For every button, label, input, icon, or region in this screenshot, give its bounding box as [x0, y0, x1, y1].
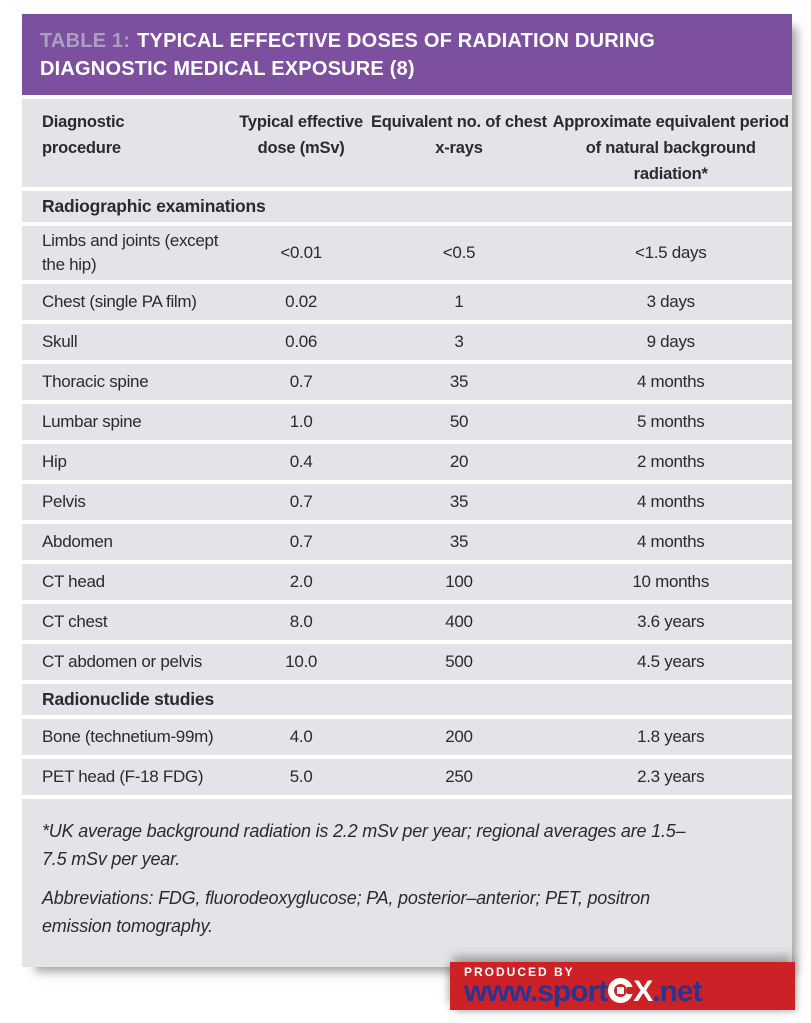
radiation-dose-table: TABLE 1: TYPICAL EFFECTIVE DOSES OF RADIA…: [22, 14, 792, 967]
xrays-cell: 3: [454, 332, 464, 351]
table-title-text: TYPICAL EFFECTIVE DOSES OF RADIATION DUR…: [40, 30, 656, 80]
footnote-background-radiation: *UK average background radiation is 2.2 …: [42, 821, 686, 869]
column-header-xrays: Equivalent no. of chest x-rays: [370, 113, 547, 157]
dose-cell: 0.7: [289, 492, 313, 511]
xrays-cell: 200: [445, 727, 473, 746]
table-row: CT chest 8.0 400 3.6 years: [22, 604, 792, 640]
logo-www-sport: www.sport: [464, 975, 608, 1008]
sportex-e-icon: [608, 978, 636, 1003]
dose-cell: 0.7: [289, 372, 313, 391]
table-row: Bone (technetium-99m) 4.0 200 1.8 years: [22, 719, 792, 755]
sportex-url: www.sport X.net: [464, 976, 795, 1008]
dose-cell: <0.01: [280, 243, 322, 262]
dose-cell: 1.0: [289, 412, 313, 431]
column-header-dose: Typical effective dose (mSv): [239, 113, 364, 157]
table-row: CT abdomen or pelvis 10.0 500 4.5 years: [22, 644, 792, 680]
xrays-cell: 500: [445, 652, 473, 671]
logo-x: X: [633, 975, 653, 1008]
procedure-cell: Bone (technetium-99m): [42, 727, 214, 746]
procedure-cell: CT chest: [42, 612, 108, 631]
column-header-background: Approximate equivalent period of natural…: [552, 113, 789, 183]
xrays-cell: 400: [445, 612, 473, 631]
table-number-label: TABLE 1:: [40, 30, 131, 52]
table-row: Lumbar spine 1.0 50 5 months: [22, 404, 792, 440]
procedure-cell: Hip: [42, 452, 67, 471]
dose-cell: 0.4: [289, 452, 313, 471]
period-cell: 9 days: [646, 332, 696, 351]
logo-net: .net: [652, 975, 702, 1008]
table-row: Skull 0.06 3 9 days: [22, 324, 792, 360]
xrays-cell: 20: [449, 452, 469, 471]
period-cell: 2.3 years: [637, 767, 705, 786]
section-header-radionuclide: Radionuclide studies: [22, 684, 792, 715]
xrays-cell: 35: [449, 372, 469, 391]
table-row: Pelvis 0.7 35 4 months: [22, 484, 792, 520]
column-header-row: Diagnostic procedure Typical effective d…: [22, 99, 792, 187]
column-header-procedure: Diagnostic procedure: [42, 113, 125, 157]
period-cell: 1.8 years: [637, 727, 705, 746]
dose-cell: 0.7: [289, 532, 313, 551]
table-row: Hip 0.4 20 2 months: [22, 444, 792, 480]
table-title: TABLE 1: TYPICAL EFFECTIVE DOSES OF RADIA…: [22, 14, 792, 95]
period-cell: 5 months: [636, 412, 705, 431]
dose-cell: 10.0: [285, 652, 318, 671]
dose-cell: 5.0: [289, 767, 313, 786]
procedure-cell: CT head: [42, 572, 105, 591]
xrays-cell: <0.5: [442, 243, 476, 262]
sportex-logo: PRODUCED BY www.sport X.net: [450, 962, 795, 1010]
xrays-cell: 250: [445, 767, 473, 786]
period-cell: 4 months: [636, 532, 705, 551]
xrays-cell: 35: [449, 492, 469, 511]
dose-cell: 0.06: [285, 332, 318, 351]
period-cell: 3 days: [646, 292, 696, 311]
dose-cell: 4.0: [289, 727, 313, 746]
procedure-cell: Chest (single PA film): [42, 292, 197, 311]
procedure-cell: Thoracic spine: [42, 372, 149, 391]
period-cell: 4 months: [636, 372, 705, 391]
procedure-cell: PET head (F-18 FDG): [42, 767, 204, 786]
procedure-cell: Lumbar spine: [42, 412, 142, 431]
dose-cell: 8.0: [289, 612, 313, 631]
period-cell: 4.5 years: [637, 652, 705, 671]
xrays-cell: 35: [449, 532, 469, 551]
table-row: Thoracic spine 0.7 35 4 months: [22, 364, 792, 400]
xrays-cell: 100: [445, 572, 473, 591]
period-cell: <1.5 days: [634, 243, 707, 262]
section-header-radiographic: Radiographic examinations: [22, 191, 792, 222]
procedure-cell: Limbs and joints (except the hip): [42, 231, 219, 274]
procedure-cell: Skull: [42, 332, 78, 351]
period-cell: 4 months: [636, 492, 705, 511]
table-row: Limbs and joints (except the hip) <0.01 …: [22, 226, 792, 280]
xrays-cell: 1: [454, 292, 464, 311]
dose-cell: 0.02: [285, 292, 318, 311]
table-row: CT head 2.0 100 10 months: [22, 564, 792, 600]
period-cell: 10 months: [632, 572, 710, 591]
table-row: Chest (single PA film) 0.02 1 3 days: [22, 284, 792, 320]
footnotes: *UK average background radiation is 2.2 …: [22, 799, 792, 967]
footnote-abbreviations: Abbreviations: FDG, fluorodeoxyglucose; …: [42, 888, 650, 936]
table-row: Abdomen 0.7 35 4 months: [22, 524, 792, 560]
dose-cell: 2.0: [289, 572, 313, 591]
procedure-cell: Pelvis: [42, 492, 86, 511]
period-cell: 2 months: [636, 452, 705, 471]
table-row: PET head (F-18 FDG) 5.0 250 2.3 years: [22, 759, 792, 795]
produced-by-label: PRODUCED BY: [464, 965, 575, 979]
procedure-cell: Abdomen: [42, 532, 113, 551]
procedure-cell: CT abdomen or pelvis: [42, 652, 202, 671]
period-cell: 3.6 years: [637, 612, 705, 631]
xrays-cell: 50: [449, 412, 469, 431]
